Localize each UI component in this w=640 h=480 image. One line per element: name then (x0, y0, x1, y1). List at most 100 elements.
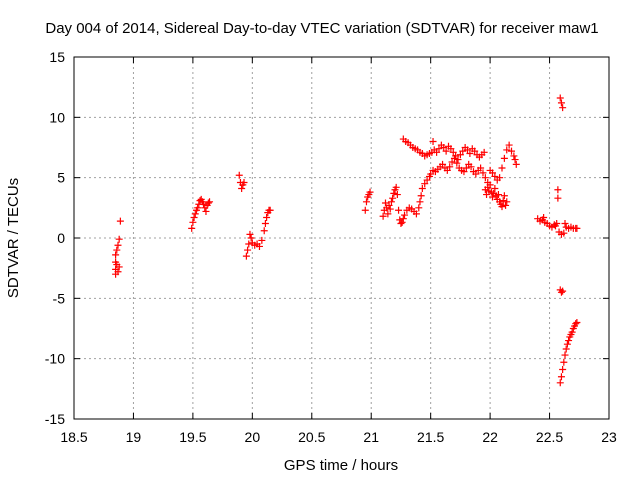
data-point (263, 213, 271, 221)
data-point (116, 217, 124, 225)
data-point (508, 147, 516, 155)
data-point (246, 230, 254, 238)
data-point (491, 172, 499, 180)
data-point (401, 211, 409, 219)
y-tick-label: 10 (49, 109, 65, 125)
data-point (500, 192, 508, 200)
x-tick-labels: 18.5 19 19.5 20 20.5 21 21.5 22 22.5 23 (60, 429, 617, 445)
data-point (412, 210, 420, 218)
y-tick-label: 0 (57, 230, 65, 246)
data-point (386, 205, 394, 213)
data-point (387, 198, 395, 206)
x-tick-label: 19.5 (179, 429, 206, 445)
data-point (498, 203, 506, 211)
data-point (385, 201, 393, 209)
data-point (568, 328, 576, 336)
data-point (191, 210, 199, 218)
data-point (447, 145, 455, 153)
plot-frame (73, 56, 610, 420)
data-point (398, 218, 406, 226)
data-point (488, 193, 496, 201)
data-point (189, 218, 197, 226)
x-tick-label: 19 (126, 429, 142, 445)
data-point (505, 141, 513, 149)
data-point (496, 174, 504, 182)
data-point (392, 183, 400, 191)
data-point (561, 220, 569, 228)
data-point (245, 240, 253, 248)
x-tick-label: 20 (245, 429, 261, 445)
x-tick-label: 21.5 (417, 429, 444, 445)
x-tick-label: 23 (601, 429, 617, 445)
data-point (573, 318, 581, 326)
data-point (115, 235, 123, 243)
data-point (397, 220, 405, 228)
data-point (561, 351, 569, 359)
data-point (244, 246, 252, 254)
data-point (238, 185, 246, 193)
data-point (560, 358, 568, 366)
data-point (559, 366, 567, 374)
data-point (553, 220, 561, 228)
x-tick-label: 22.5 (536, 429, 563, 445)
data-point (477, 164, 485, 172)
data-point (433, 148, 441, 156)
data-point (510, 152, 518, 160)
data-point (442, 147, 450, 155)
data-point (202, 207, 210, 215)
data-point (204, 199, 212, 207)
data-point (366, 188, 374, 196)
data-point (449, 148, 457, 156)
data-point (483, 191, 491, 199)
data-point (395, 206, 403, 214)
data-point (511, 156, 519, 164)
data-point (562, 345, 570, 353)
data-point (500, 154, 508, 162)
data-point (417, 192, 425, 200)
data-point (443, 166, 451, 174)
data-point (453, 159, 461, 167)
data-point (115, 263, 123, 271)
data-point (416, 198, 424, 206)
data-point (390, 189, 398, 197)
data-point (560, 229, 568, 237)
data-point (200, 200, 208, 208)
data-point (557, 99, 565, 107)
data-point (563, 340, 571, 348)
data-point (460, 168, 468, 176)
x-tick-label: 21 (363, 429, 379, 445)
data-point (399, 215, 407, 223)
data-point (554, 194, 562, 202)
data-point (266, 206, 274, 214)
data-point (512, 160, 520, 168)
data-point (559, 287, 567, 295)
data-point (255, 242, 263, 250)
data-point (423, 176, 431, 184)
data-point (113, 246, 121, 254)
data-point (114, 268, 122, 276)
x-tick-label: 18.5 (60, 429, 87, 445)
data-point (260, 227, 268, 235)
data-point (503, 198, 511, 206)
data-point (471, 147, 479, 155)
data-point (481, 174, 489, 182)
data-point (361, 206, 369, 214)
data-point (464, 146, 472, 154)
data-point (565, 337, 573, 345)
y-tick-label: -15 (45, 411, 65, 427)
data-point (206, 198, 214, 206)
data-point (498, 164, 506, 172)
data-point (435, 145, 443, 153)
data-point (554, 186, 562, 194)
data-point (439, 160, 447, 168)
data-point (381, 199, 389, 207)
data-point (258, 236, 266, 244)
data-point (486, 181, 494, 189)
data-point (242, 252, 250, 260)
data-point (450, 154, 458, 162)
data-point (415, 204, 423, 212)
data-point (462, 164, 470, 172)
data-point (559, 104, 567, 112)
data-point (573, 224, 581, 232)
